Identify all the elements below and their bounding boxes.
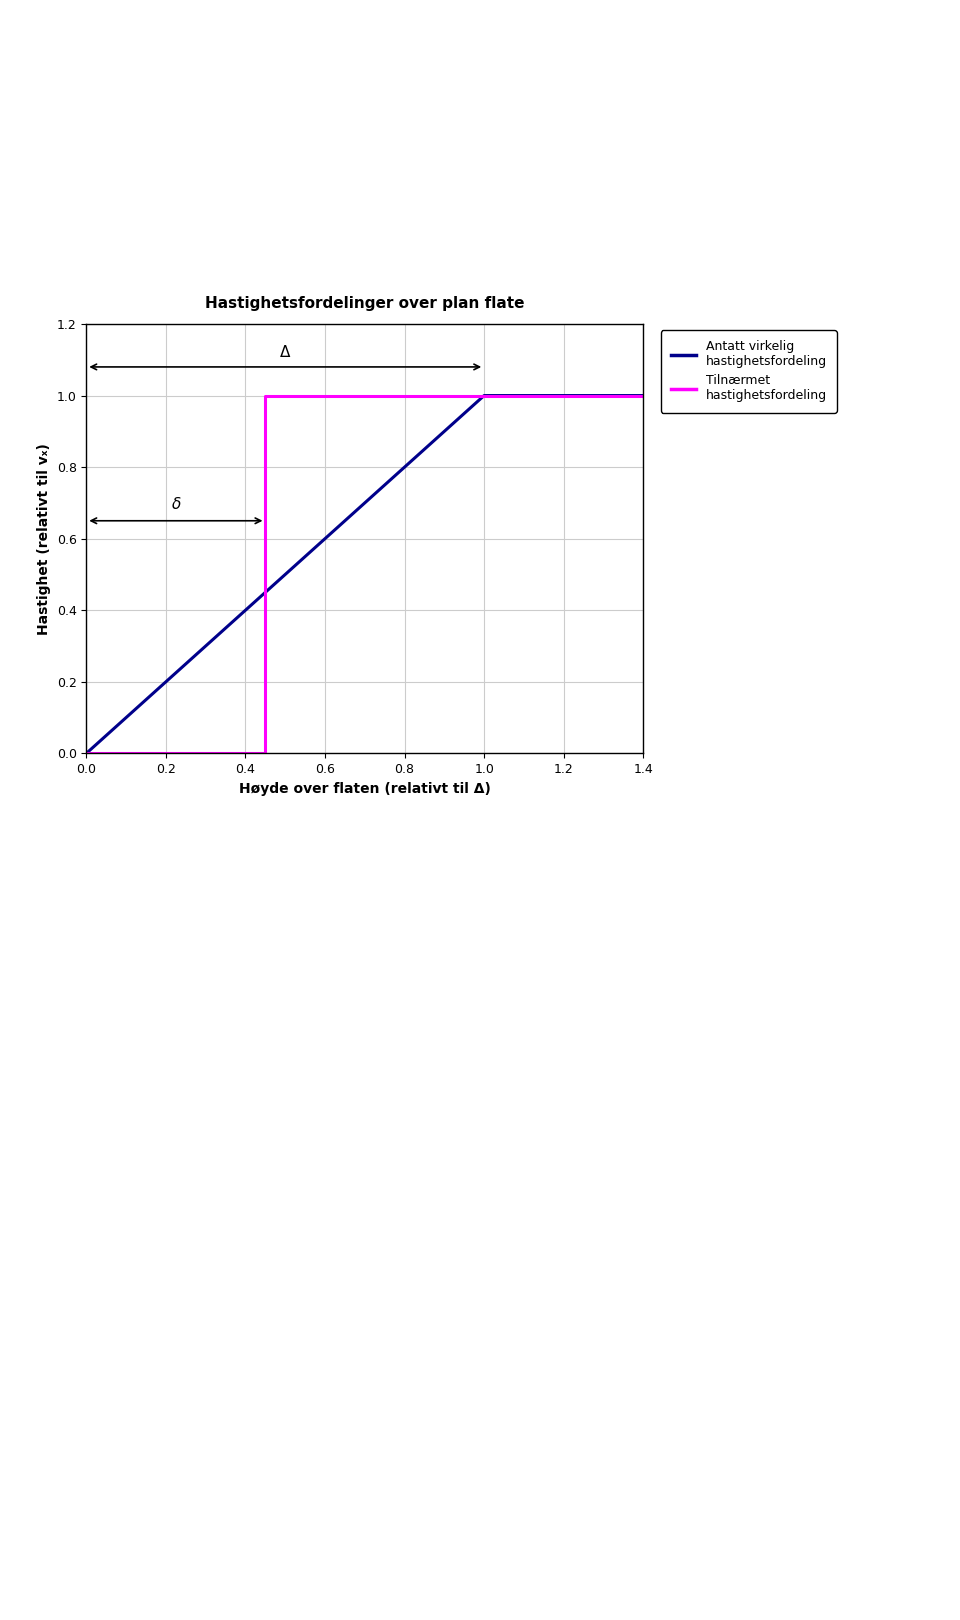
Tilnærmet
hastighetsfordeling <box>259 744 271 763</box>
Tilnærmet
hastighetsfordeling <box>259 386 271 405</box>
Antatt virkelig
hastighetsfordeling <box>637 386 649 405</box>
Legend: Antatt virkelig
hastighetsfordeling, Tilnærmet
hastighetsfordeling: Antatt virkelig hastighetsfordeling, Til… <box>660 330 837 413</box>
Tilnærmet
hastighetsfordeling <box>637 386 649 405</box>
Antatt virkelig
hastighetsfordeling <box>478 386 490 405</box>
Antatt virkelig
hastighetsfordeling <box>81 744 92 763</box>
Line: Antatt virkelig
hastighetsfordeling: Antatt virkelig hastighetsfordeling <box>86 395 643 753</box>
Tilnærmet
hastighetsfordeling <box>81 744 92 763</box>
Text: Hastighetsfordelinger over plan flate: Hastighetsfordelinger over plan flate <box>205 296 524 311</box>
Y-axis label: Hastighet (relativt til vₓ): Hastighet (relativt til vₓ) <box>37 442 51 635</box>
Text: $\Delta$: $\Delta$ <box>279 343 292 360</box>
X-axis label: Høyde over flaten (relativt til Δ): Høyde over flaten (relativt til Δ) <box>239 781 491 795</box>
Line: Tilnærmet
hastighetsfordeling: Tilnærmet hastighetsfordeling <box>86 395 643 753</box>
Text: $\delta$: $\delta$ <box>171 496 181 512</box>
